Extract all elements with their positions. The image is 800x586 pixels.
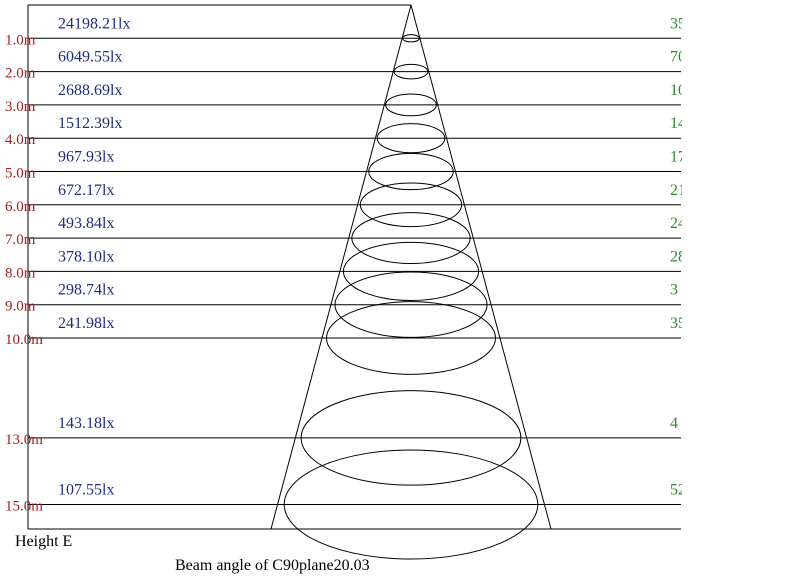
beam-ellipse-6 (359, 182, 463, 228)
height-label-10: 10.0m (5, 332, 43, 348)
beam-ellipse-7 (351, 212, 471, 265)
height-label-11: 13.0m (5, 432, 43, 448)
diameter-label-11: 4 (670, 415, 678, 432)
illuminance-label-6: 672.17lx (58, 182, 114, 199)
height-label-4: 4.0m (5, 132, 36, 148)
height-label-7: 7.0m (5, 232, 36, 248)
illuminance-label-10: 241.98lx (58, 315, 114, 332)
beam-ellipse-10 (325, 301, 497, 375)
illuminance-label-11: 143.18lx (58, 415, 114, 432)
height-label-5: 5.0m (5, 166, 36, 182)
diameter-label-9: 3 (670, 282, 678, 299)
beam-ellipse-5 (368, 152, 454, 191)
illuminance-label-9: 298.74lx (58, 282, 114, 299)
illuminance-label-8: 378.10lx (58, 248, 114, 265)
height-label-12: 15.0m (5, 499, 43, 515)
cone-right-edge (410, 4, 552, 530)
height-label-3: 3.0m (5, 99, 36, 115)
height-label-1: 1.0m (5, 32, 36, 48)
beam-ellipse-12 (283, 449, 539, 560)
height-label-2: 2.0m (5, 66, 36, 82)
illuminance-label-12: 107.55lx (58, 482, 114, 499)
height-label-6: 6.0m (5, 199, 36, 215)
beam-ellipse-2 (393, 63, 429, 80)
illuminance-label-2: 6049.55lx (58, 49, 122, 66)
height-e-label: Height E (15, 533, 73, 550)
beam-ellipse-11 (300, 390, 522, 486)
illuminance-label-7: 493.84lx (58, 215, 114, 232)
cone-left-edge (270, 4, 412, 530)
right-crop-mask (682, 0, 800, 581)
beam-ellipse-8 (342, 241, 480, 301)
illuminance-label-5: 967.93lx (58, 149, 114, 166)
illuminance-label-4: 1512.39lx (58, 115, 122, 132)
beam-ellipse-9 (334, 271, 488, 338)
illuminance-label-3: 2688.69lx (58, 82, 122, 99)
height-label-9: 9.0m (5, 299, 36, 315)
illuminance-label-1: 24198.21lx (58, 15, 130, 32)
beam-ellipse-3 (385, 93, 437, 117)
height-label-8: 8.0m (5, 265, 36, 281)
beam-ellipse-1 (402, 34, 420, 43)
beam-angle-caption: Beam angle of C90plane20.03 (175, 557, 370, 574)
beam-ellipse-4 (376, 123, 446, 154)
